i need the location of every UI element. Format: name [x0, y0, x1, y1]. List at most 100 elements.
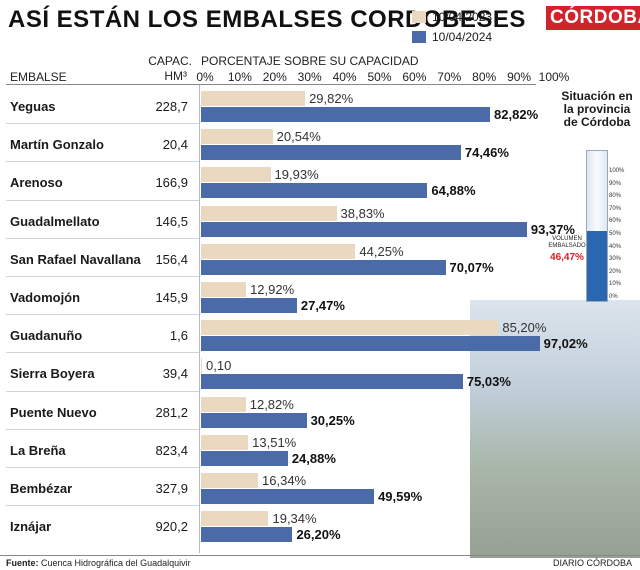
- source-text: Cuenca Hidrográfica del Guadalquivir: [41, 558, 191, 568]
- data-label-2023: 13,51%: [252, 434, 297, 450]
- legend-label-2023: 10/04/2023: [432, 10, 493, 24]
- data-label-2024: 97,02%: [543, 336, 588, 352]
- x-tick-label: 20%: [262, 70, 287, 84]
- data-label-2023: 19,93%: [274, 167, 319, 183]
- reservoir-name: Yeguas: [10, 99, 56, 114]
- x-tick-label: 10%: [227, 70, 252, 84]
- x-tick-label: 70%: [437, 70, 462, 84]
- bar-2023: [201, 396, 246, 412]
- bar-2023: [201, 434, 249, 450]
- cylinder-tick: 30%: [609, 256, 622, 263]
- legend-swatch-2023: [412, 11, 426, 23]
- row-divider: [6, 161, 199, 163]
- bar-2023: [201, 511, 269, 527]
- bar-2023: [201, 282, 247, 297]
- bar-2024: [201, 450, 288, 466]
- reservoir-name: La Breña: [10, 442, 66, 458]
- row-divider: [6, 467, 199, 468]
- reservoir-name: San Rafael Navallana: [10, 251, 141, 267]
- bar-2024: [201, 527, 293, 543]
- bar-2024: [201, 145, 461, 161]
- reservoir-capacity: 166,9: [155, 175, 188, 191]
- reservoir-capacity: 327,9: [155, 481, 188, 496]
- header-reservoir: EMBALSE: [10, 70, 67, 84]
- bar-2024: [201, 336, 540, 352]
- bar-2024: [201, 489, 375, 504]
- cylinder-tick: 90%: [609, 180, 622, 187]
- bar-2024: [201, 259, 446, 275]
- bar-2023: [201, 205, 337, 221]
- x-tick-label: 80%: [472, 70, 497, 84]
- row-divider: [6, 276, 199, 277]
- bar-2023: [201, 167, 271, 183]
- x-tick-label: 0%: [196, 70, 214, 84]
- data-label-2023: 29,82%: [309, 91, 354, 106]
- cylinder-tick: 40%: [609, 243, 622, 250]
- reservoir-name: Puente Nuevo: [10, 404, 97, 420]
- cylinder-tick: 20%: [609, 268, 622, 275]
- data-label-2024: 26,20%: [296, 527, 341, 543]
- cylinder-tick: 50%: [609, 231, 622, 237]
- bar-2023: [201, 243, 356, 259]
- cylinder-tick: 70%: [609, 205, 622, 212]
- reservoir-capacity: 146,5: [155, 213, 188, 229]
- data-label-2024: 64,88%: [431, 183, 476, 199]
- legend-swatch-2024: [412, 31, 426, 43]
- reservoir-name: Bembézar: [10, 481, 73, 496]
- reservoir-name: Iznájar: [10, 519, 52, 535]
- x-tick-label: 30%: [297, 70, 322, 84]
- reservoir-name: Vadomojón: [10, 290, 81, 305]
- data-label-2024: 74,46%: [464, 145, 509, 161]
- x-tick-label: 60%: [402, 70, 427, 84]
- bar-2023: [201, 129, 273, 145]
- cylinder-tick: 10%: [609, 281, 622, 288]
- graduated-cylinder-icon: [586, 150, 608, 302]
- reservoir-capacity: 39,4: [162, 366, 188, 382]
- x-tick-label: 40%: [332, 70, 357, 84]
- row-divider: [6, 428, 199, 430]
- legend-label-2024: 10/04/2024: [432, 30, 493, 44]
- reservoir-name: Sierra Boyera: [10, 366, 95, 382]
- row-divider: [6, 352, 199, 354]
- reservoir-capacity: 823,4: [155, 442, 188, 458]
- row-divider: [6, 123, 199, 125]
- reservoir-name: Guadanuño: [10, 328, 83, 344]
- source-note: Fuente: Cuenca Hidrográfica del Guadalqu…: [6, 558, 191, 568]
- footer-divider: [0, 555, 640, 556]
- bar-2024: [201, 183, 428, 199]
- reservoir-name: Arenoso: [10, 175, 63, 191]
- reservoir-capacity: 281,2: [155, 404, 188, 420]
- page-title: ASÍ ESTÁN LOS EMBALSES CORDOBESES: [8, 6, 526, 33]
- bar-2023: [201, 358, 202, 374]
- brand-logo: CÓRDOBA: [546, 6, 640, 30]
- bar-2024: [201, 221, 527, 237]
- x-tick-label: 100%: [538, 70, 570, 84]
- bar-2023: [201, 91, 306, 106]
- data-label-2023: 12,82%: [249, 396, 294, 412]
- data-label-2023: 0,10: [206, 358, 232, 374]
- reservoir-name: Guadalmellato: [10, 213, 100, 229]
- data-label-2023: 38,83%: [340, 205, 385, 221]
- data-label-2023: 20,54%: [276, 129, 321, 145]
- legend-item-2023: 10/04/2023: [412, 8, 542, 26]
- x-tick-label: 50%: [367, 70, 392, 84]
- data-label-2024: 24,88%: [291, 450, 336, 466]
- row-divider: [6, 199, 199, 201]
- data-label-2023: 44,25%: [359, 243, 404, 259]
- data-label-2024: 49,59%: [378, 489, 423, 504]
- cylinder-tick: 60%: [609, 218, 622, 225]
- bar-2023: [201, 473, 259, 488]
- data-label-2023: 12,92%: [250, 282, 295, 297]
- row-divider: [6, 505, 199, 507]
- volume-value: 46,47%: [550, 252, 584, 263]
- bar-2024: [201, 412, 307, 428]
- credit: DIARIO CÓRDOBA: [552, 558, 632, 568]
- legend-item-2024: 10/04/2024: [412, 28, 542, 46]
- row-divider: [6, 390, 199, 392]
- axis-line: [199, 85, 200, 553]
- data-label-2024: 82,82%: [494, 107, 539, 122]
- data-label-2023: 16,34%: [262, 473, 307, 488]
- x-tick-label: 90%: [507, 70, 532, 84]
- header-capacity-unit: HM³: [164, 69, 187, 83]
